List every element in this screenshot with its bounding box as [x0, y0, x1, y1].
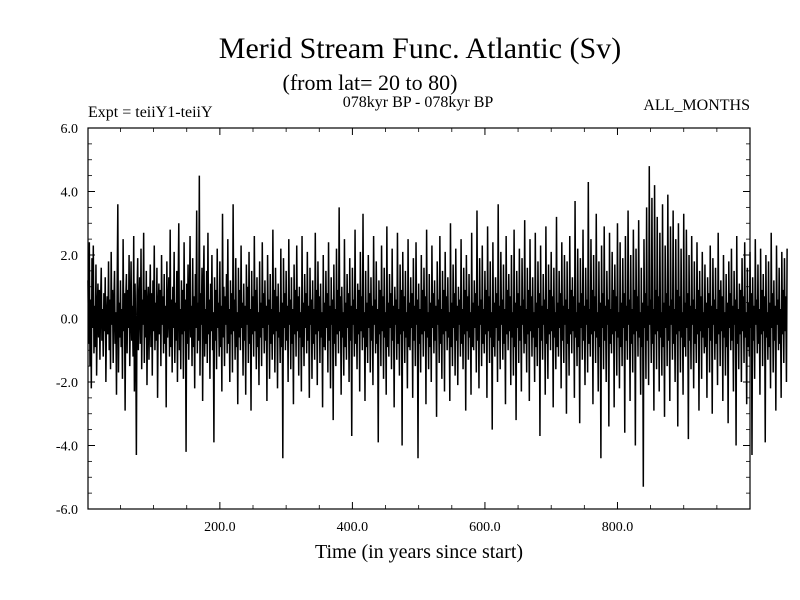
- y-tick-label: 4.0: [61, 186, 79, 201]
- chart-title: Merid Stream Func. Atlantic (Sv): [219, 32, 621, 65]
- x-tick-label: 200.0: [204, 520, 236, 535]
- plot-frame: [87, 127, 751, 510]
- x-tick-label: 600.0: [469, 520, 501, 535]
- y-tick-label: -6.0: [56, 503, 78, 518]
- y-tick-label: -4.0: [56, 440, 78, 455]
- y-tick-label: -2.0: [56, 376, 78, 391]
- series-line-0: [87, 166, 788, 487]
- y-tick-label: 2.0: [61, 249, 79, 264]
- series-layer: [87, 166, 788, 487]
- x-axis-label: Time (in years since start): [315, 541, 523, 563]
- axis-layer: -6.0 -4.0 -2.0 0.0 2.0 4.0 6.0 200.0 400.0 600.0 8…: [56, 122, 750, 535]
- y-tick-label: 6.0: [61, 122, 79, 137]
- months-label: ALL_MONTHS: [643, 97, 750, 114]
- y-tick-label: 0.0: [61, 313, 79, 328]
- chart-subtitle: (from lat= 20 to 80): [283, 70, 458, 95]
- experiment-label: Expt = teiiY1-teiiY: [88, 104, 213, 121]
- x-tick-label: 400.0: [337, 520, 369, 535]
- period-label: 078kyr BP - 078kyr BP: [343, 94, 494, 111]
- x-tick-label: 800.0: [602, 520, 634, 535]
